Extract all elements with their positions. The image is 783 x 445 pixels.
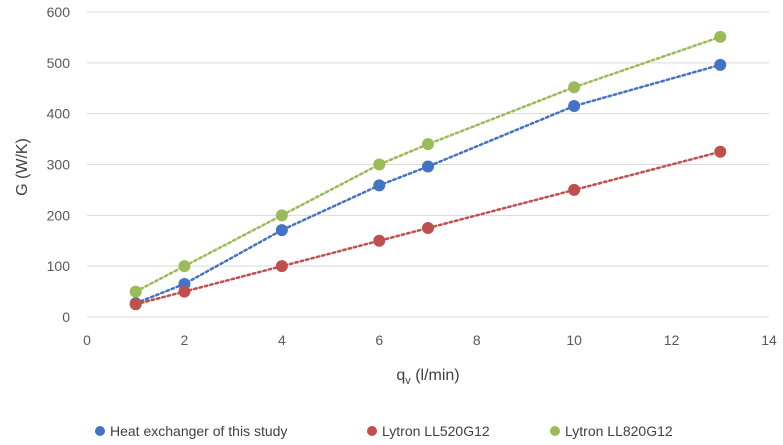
x-axis-title: qv (l/min) (396, 367, 459, 387)
x-tick-label: 4 (278, 332, 286, 348)
y-tick-labels: 0 100 200 300 400 500 600 (47, 4, 71, 325)
y-tick-label: 100 (47, 258, 71, 274)
trendline-series-0 (134, 63, 722, 305)
x-tick-label: 14 (761, 332, 777, 348)
legend-label-1: Lytron LL520G12 (382, 423, 490, 439)
y-tick-label: 200 (47, 207, 71, 223)
legend: Heat exchanger of this study Lytron LL52… (95, 423, 673, 439)
data-point-series-1 (422, 222, 434, 235)
data-point-series-2 (422, 138, 434, 151)
data-point-series-0 (422, 160, 434, 173)
data-point-series-1 (714, 145, 727, 158)
data-point-series-0 (373, 179, 386, 192)
legend-label-0: Heat exchanger of this study (110, 423, 287, 439)
legend-label-2: Lytron LL820G12 (565, 423, 673, 439)
y-tick-label: 400 (47, 106, 71, 122)
legend-marker-1 (367, 426, 377, 436)
data-point-series-2 (275, 209, 288, 222)
data-point-series-1 (373, 234, 386, 247)
x-tick-label: 12 (664, 332, 680, 348)
data-point-series-2 (129, 285, 142, 298)
y-tick-label: 300 (47, 157, 71, 173)
data-point-series-0 (568, 100, 581, 113)
y-axis-title: G (W/K) (14, 138, 31, 196)
data-point-series-2 (178, 260, 191, 273)
data-points (129, 30, 727, 311)
data-point-series-1 (129, 298, 142, 311)
data-point-series-0 (714, 58, 727, 71)
grid-lines (87, 11, 769, 318)
x-tick-labels: 0 2 4 6 8 10 12 14 (83, 332, 777, 348)
x-tick-label: 6 (375, 332, 383, 348)
x-tick-label: 2 (181, 332, 189, 348)
y-tick-label: 0 (62, 309, 70, 325)
data-point-series-0 (275, 224, 288, 237)
legend-marker-2 (550, 426, 560, 436)
y-tick-label: 500 (47, 55, 71, 71)
data-point-series-2 (568, 81, 581, 94)
data-point-series-1 (178, 285, 191, 298)
y-tick-label: 600 (47, 4, 71, 20)
legend-marker-0 (95, 426, 105, 436)
x-tick-label: 8 (473, 332, 481, 348)
x-tick-label: 0 (83, 332, 91, 348)
data-point-series-1 (275, 260, 288, 273)
data-point-series-2 (373, 158, 386, 171)
data-point-series-1 (568, 183, 581, 196)
x-tick-label: 10 (566, 332, 582, 348)
data-point-series-2 (714, 30, 727, 43)
